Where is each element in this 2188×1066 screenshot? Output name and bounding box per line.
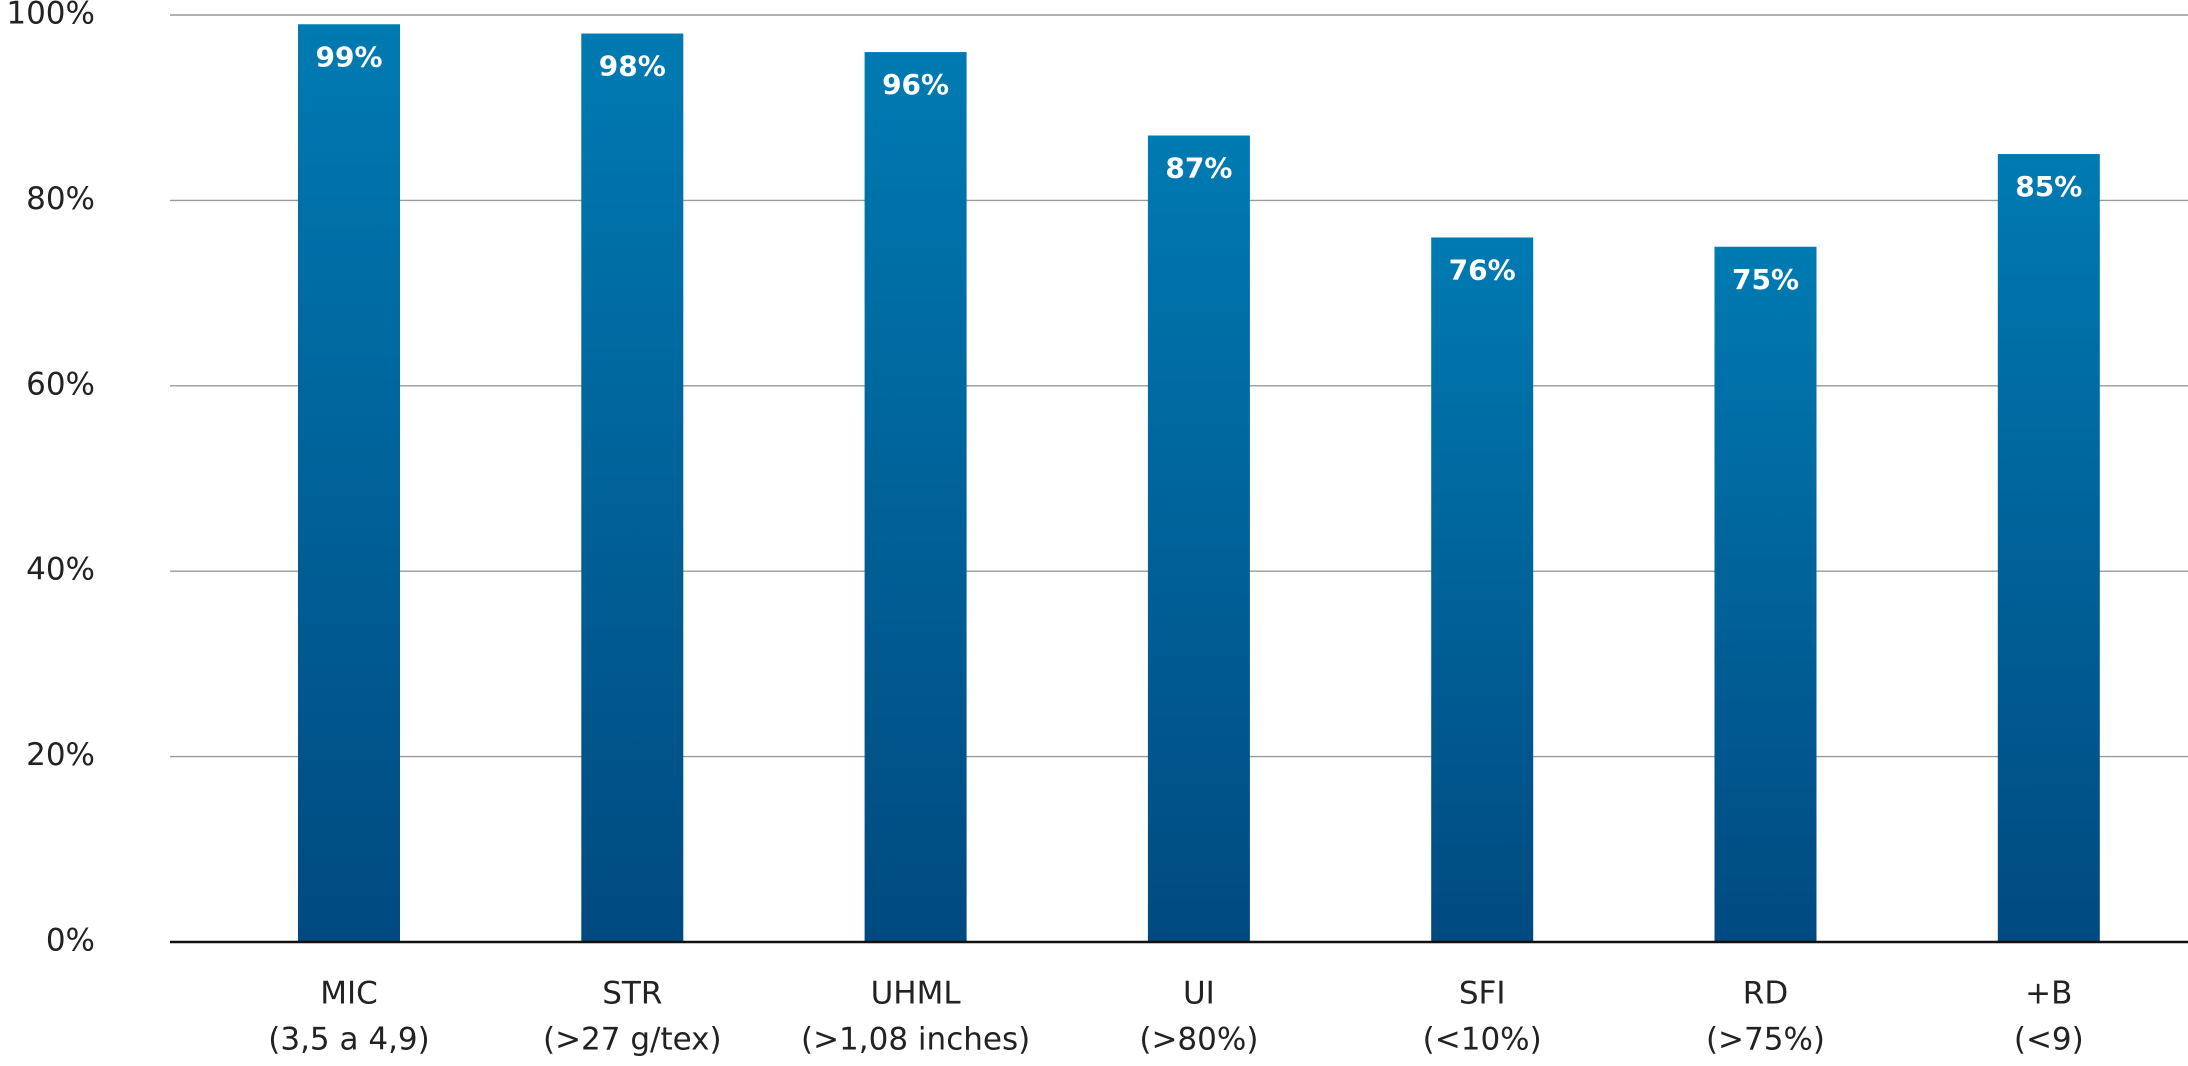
y-tick-label: 80% [26,181,95,217]
x-tick-label: (>27 g/tex) [543,1022,722,1058]
y-tick-label: 40% [26,552,95,588]
bar [864,52,967,942]
value-label: 98% [599,50,666,83]
y-tick-label: 100% [6,0,95,32]
bar [581,33,684,943]
x-tick-label: (>75%) [1706,1022,1825,1058]
value-label: 96% [882,68,949,101]
value-label: 87% [1165,152,1232,185]
x-tick-label: (>1,08 inches) [801,1022,1030,1058]
bar [1714,246,1817,942]
bar [1147,135,1250,942]
x-tick-label: UHML [871,976,962,1012]
value-label: 99% [315,40,382,73]
x-tick-label: MIC [320,976,378,1012]
value-label: 75% [1732,263,1799,296]
value-label: 76% [1449,253,1516,286]
x-tick-label: (3,5 a 4,9) [268,1022,430,1058]
x-tick-label: STR [602,976,662,1012]
bar [1431,237,1534,943]
y-tick-label: 60% [26,366,95,402]
bar [1997,154,2100,943]
x-tick-label: (>80%) [1139,1022,1258,1058]
y-tick-label: 20% [26,737,95,773]
x-tick-label: SFI [1459,976,1506,1012]
x-tick-label: (<9) [2014,1022,2084,1058]
y-tick-label: 0% [46,923,95,959]
x-tick-label: +B [2025,976,2072,1012]
value-label: 85% [2015,170,2082,203]
bar [298,24,400,942]
x-tick-label: UI [1183,976,1215,1012]
x-tick-label: (<10%) [1423,1022,1542,1058]
x-tick-label: RD [1743,976,1788,1012]
